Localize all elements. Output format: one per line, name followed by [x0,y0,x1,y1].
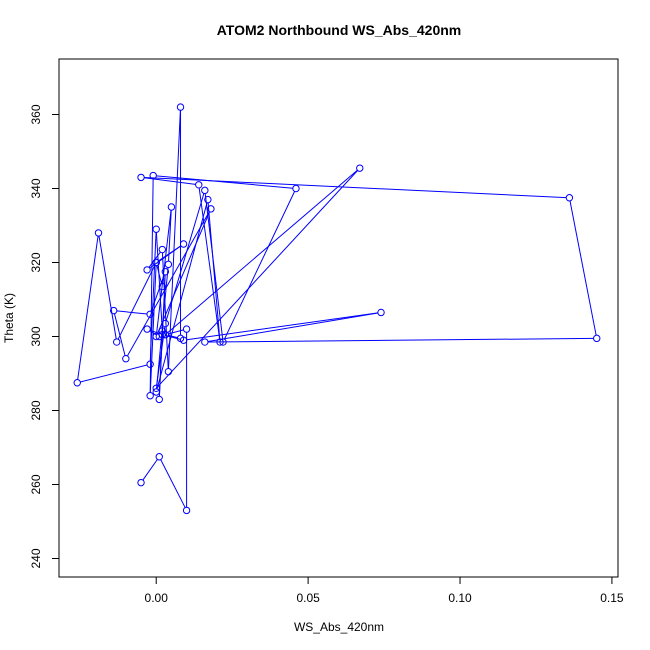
series-segment [198,187,221,339]
data-point [137,478,145,487]
data-point [152,384,160,392]
data-point [152,258,160,267]
x-tick-label: 0.10 [448,591,472,605]
series-segment [117,265,156,340]
data-point [73,379,81,387]
data-point [137,173,145,182]
data-point [207,205,215,213]
series-segment [160,459,186,508]
data-point [109,306,118,315]
series-segment [77,235,99,380]
y-tick-label: 320 [29,252,43,272]
data-point [201,338,209,346]
series-line [77,110,597,508]
data-point [152,388,160,396]
data-point [161,268,170,276]
series-segment [158,170,358,387]
y-tick-label: 340 [29,178,43,198]
data-point [155,453,163,461]
x-axis-label: WS_Abs_420nm [294,620,384,634]
data-point [167,203,176,211]
series-segment [569,200,597,336]
series-segment [167,169,358,333]
chart-title: ATOM2 Northbound WS_Abs_420nm [217,22,462,38]
y-tick-label: 260 [29,474,43,494]
data-point [143,266,151,274]
x-axis: 0.00 0.05 0.10 0.15 [145,576,624,605]
series-segment [113,313,126,356]
data-point [204,195,212,204]
series-segment [142,459,158,481]
data-point [94,229,103,237]
series-segment [204,193,224,339]
data-point [146,360,154,368]
data-point [565,194,574,202]
data-point [161,319,170,328]
series-segment [150,274,165,312]
y-tick-label: 240 [29,548,43,568]
data-point [182,325,191,333]
data-point [176,103,185,111]
data-point [164,260,173,269]
series-segment [80,364,148,383]
series-segment [207,312,378,343]
data-point [158,282,166,291]
series-segment [168,110,181,369]
series-segment [168,210,172,262]
series-segment [223,191,296,340]
series-segment [126,211,210,357]
data-point [182,506,191,515]
series-segment [149,265,157,393]
series-segment [149,178,154,393]
x-tick-label: 0.00 [145,591,169,605]
series-segment [208,337,594,343]
x-tick-label: 0.05 [296,591,320,605]
data-point [201,186,209,195]
series-segment [207,202,221,339]
series-segment [156,326,166,386]
series-segment [98,235,117,339]
data-point [216,338,224,346]
data-point [195,181,203,189]
data-point [143,325,151,333]
data-point [161,330,170,339]
data-point [179,336,188,344]
data-point [158,245,166,254]
data-point [179,240,188,248]
data-point [113,338,121,346]
data-point [593,334,601,343]
series-segment [156,210,172,334]
data-point [219,338,227,346]
data-point [152,225,160,233]
data-point [155,395,163,404]
data-point [146,392,154,400]
y-axis-label: Theta (K) [2,293,16,343]
data-point [356,164,364,172]
series-segment [157,211,211,334]
series-segment [186,312,378,341]
data-point [122,355,130,363]
series-points [73,103,601,515]
x-tick-label: 0.15 [600,591,624,605]
data-point [377,308,385,317]
series-segment [149,329,160,335]
series-segment [156,265,162,284]
series-segment [158,245,182,262]
data-point [164,367,173,376]
y-axis: 240 260 280 300 320 340 360 [29,104,60,569]
series-segment [156,202,208,390]
y-tick-label: 280 [29,400,43,420]
data-point [292,184,300,193]
data-point [149,171,157,180]
series-segment [116,310,148,315]
y-tick-label: 300 [29,326,43,346]
data-point [146,310,154,318]
series-segment [156,175,293,189]
series-segment [155,232,163,328]
series-segment [165,193,205,321]
y-tick-label: 360 [29,104,43,124]
